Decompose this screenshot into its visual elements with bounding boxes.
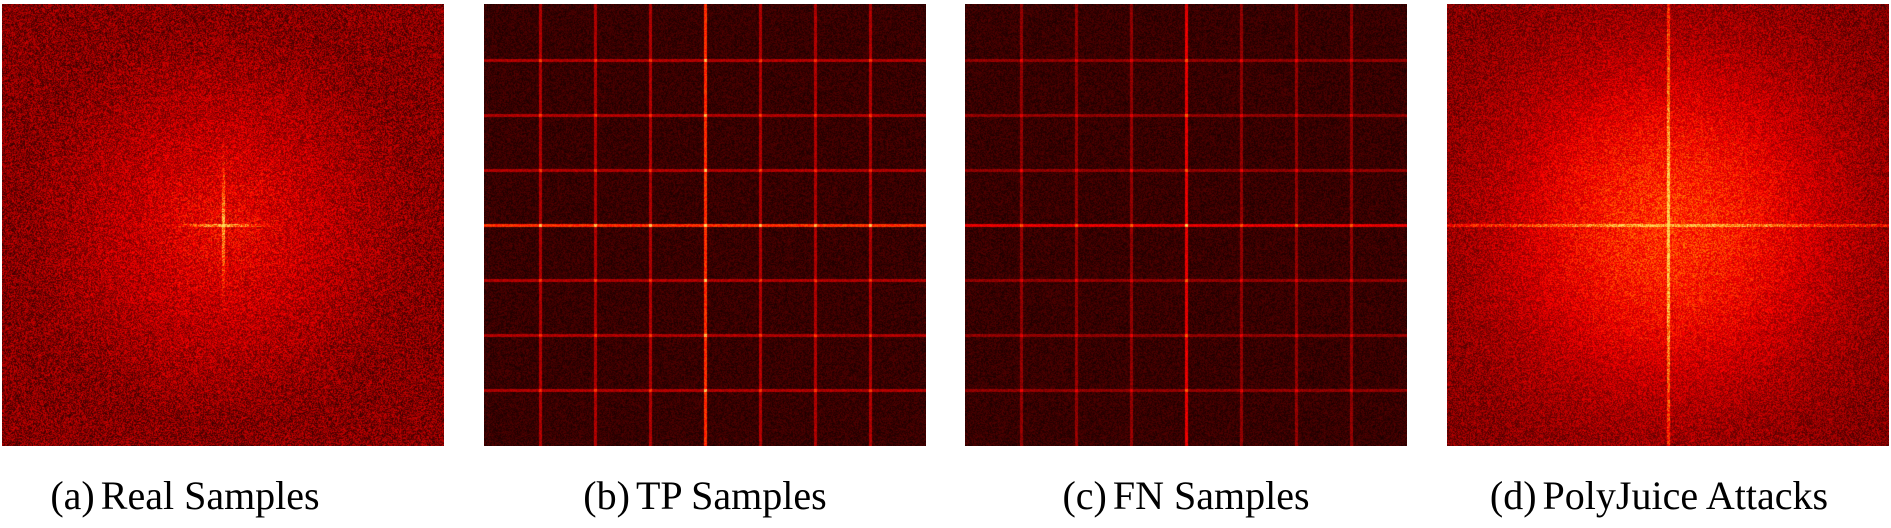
- caption-a: (a) Real Samples: [0, 472, 445, 520]
- caption-a-text: Real Samples: [100, 473, 320, 518]
- caption-b: (b) TP Samples: [445, 472, 965, 520]
- panel-d-polyjuice-spectrum: [1447, 4, 1889, 446]
- caption-b-text: TP Samples: [635, 473, 827, 518]
- caption-b-label: (b): [583, 473, 630, 518]
- caption-d: (d) PolyJuice Attacks: [1399, 472, 1891, 520]
- panel-c-fn-spectrum: [965, 4, 1407, 446]
- spectrum-image-c: [965, 4, 1407, 446]
- spectrum-image-a: [2, 4, 444, 446]
- spectrum-image-b: [484, 4, 926, 446]
- caption-c: (c) FN Samples: [926, 472, 1446, 520]
- caption-c-label: (c): [1062, 473, 1107, 518]
- caption-d-label: (d): [1489, 473, 1537, 518]
- panel-b-tp-spectrum: [484, 4, 926, 446]
- caption-c-text: FN Samples: [1112, 473, 1310, 518]
- caption-d-text: PolyJuice Attacks: [1542, 473, 1829, 518]
- caption-a-label: (a): [50, 473, 95, 518]
- spectrum-image-d: [1447, 4, 1889, 446]
- panel-a-real-spectrum: [2, 4, 444, 446]
